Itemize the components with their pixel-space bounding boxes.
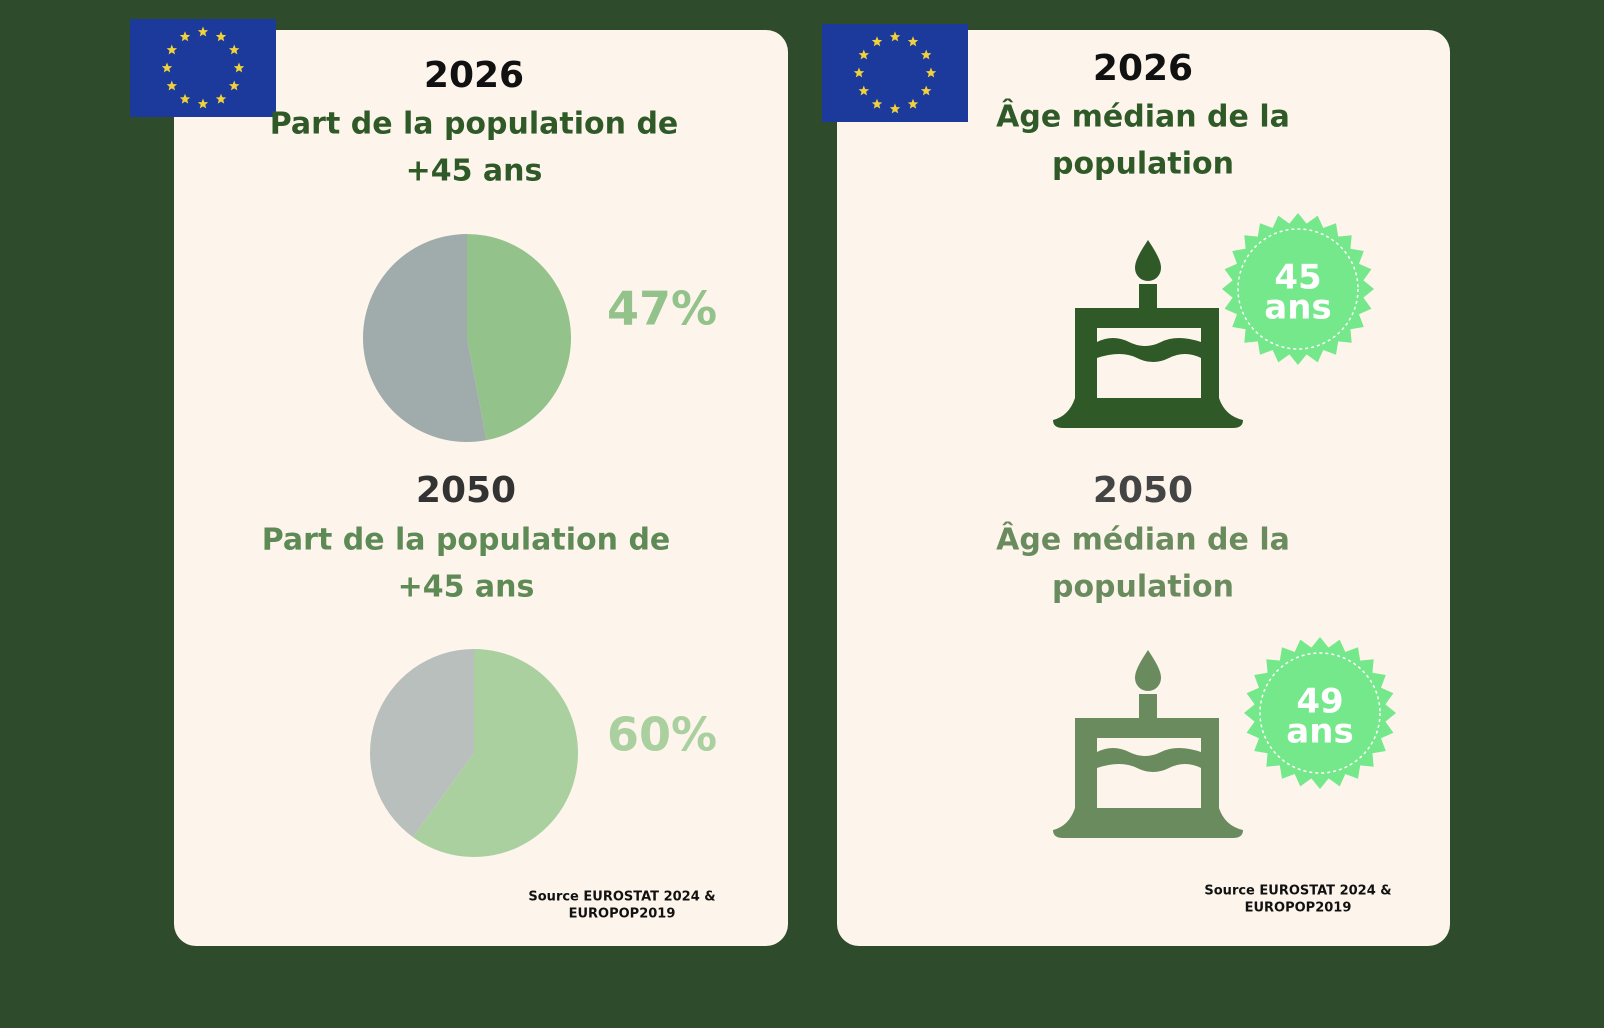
flag-star bbox=[197, 26, 209, 37]
source-note: Source EUROSTAT 2024 & bbox=[528, 890, 715, 905]
chart-title: Part de la population de bbox=[262, 523, 671, 558]
flag-star bbox=[215, 31, 227, 42]
chart-year: 2026 bbox=[424, 55, 524, 96]
chart-title: +45 ans bbox=[398, 570, 535, 605]
badge bbox=[1222, 213, 1374, 365]
flag-star bbox=[161, 62, 173, 73]
flag-star bbox=[889, 103, 901, 114]
flag-star bbox=[853, 67, 865, 78]
pie-slice bbox=[369, 649, 474, 838]
value-label: 47% bbox=[607, 282, 717, 336]
badge-unit: ans bbox=[1264, 288, 1331, 328]
flag-star bbox=[871, 36, 883, 47]
flag-star bbox=[197, 98, 209, 109]
flag-star bbox=[179, 93, 191, 104]
section-title: population bbox=[1052, 147, 1234, 182]
flag-star bbox=[907, 98, 919, 109]
source-note: EUROPOP2019 bbox=[1245, 901, 1352, 916]
flag-star bbox=[228, 80, 240, 91]
flag-star bbox=[871, 98, 883, 109]
flag-star bbox=[166, 44, 178, 55]
chart-year: 2050 bbox=[416, 470, 516, 511]
flag-star bbox=[907, 36, 919, 47]
section-year: 2026 bbox=[1093, 48, 1193, 89]
flag-star bbox=[925, 67, 937, 78]
source-note: Source EUROSTAT 2024 & bbox=[1204, 884, 1391, 899]
value-label: 60% bbox=[607, 708, 717, 762]
flag-star bbox=[920, 85, 932, 96]
section-title: population bbox=[1052, 570, 1234, 605]
flag-star bbox=[228, 44, 240, 55]
flag-star bbox=[889, 31, 901, 42]
pie-slice bbox=[467, 233, 572, 441]
section-title: Âge médian de la bbox=[996, 99, 1290, 135]
section-year: 2050 bbox=[1093, 470, 1193, 511]
chart-title: +45 ans bbox=[406, 154, 543, 189]
flag-star bbox=[215, 93, 227, 104]
section-title: Âge médian de la bbox=[996, 522, 1290, 558]
flag-star bbox=[858, 85, 870, 96]
flag-star bbox=[233, 62, 245, 73]
chart-title: Part de la population de bbox=[270, 107, 679, 142]
pie-slice bbox=[412, 649, 578, 858]
badge bbox=[1244, 637, 1396, 789]
source-note: EUROPOP2019 bbox=[569, 907, 676, 922]
badge-ring bbox=[1237, 228, 1359, 350]
flag-star bbox=[920, 49, 932, 60]
badge-value: 45 bbox=[1274, 258, 1321, 298]
content: 2026 Part de la population de +45 ans 47% 20… bbox=[130, 19, 1396, 922]
badge-unit: ans bbox=[1286, 712, 1353, 752]
pie-slice bbox=[363, 234, 487, 442]
badge-value: 49 bbox=[1296, 682, 1343, 722]
flag-star bbox=[166, 80, 178, 91]
card bbox=[174, 30, 788, 946]
badge-ring bbox=[1259, 652, 1381, 774]
flag-star bbox=[858, 49, 870, 60]
flag-star bbox=[179, 31, 191, 42]
